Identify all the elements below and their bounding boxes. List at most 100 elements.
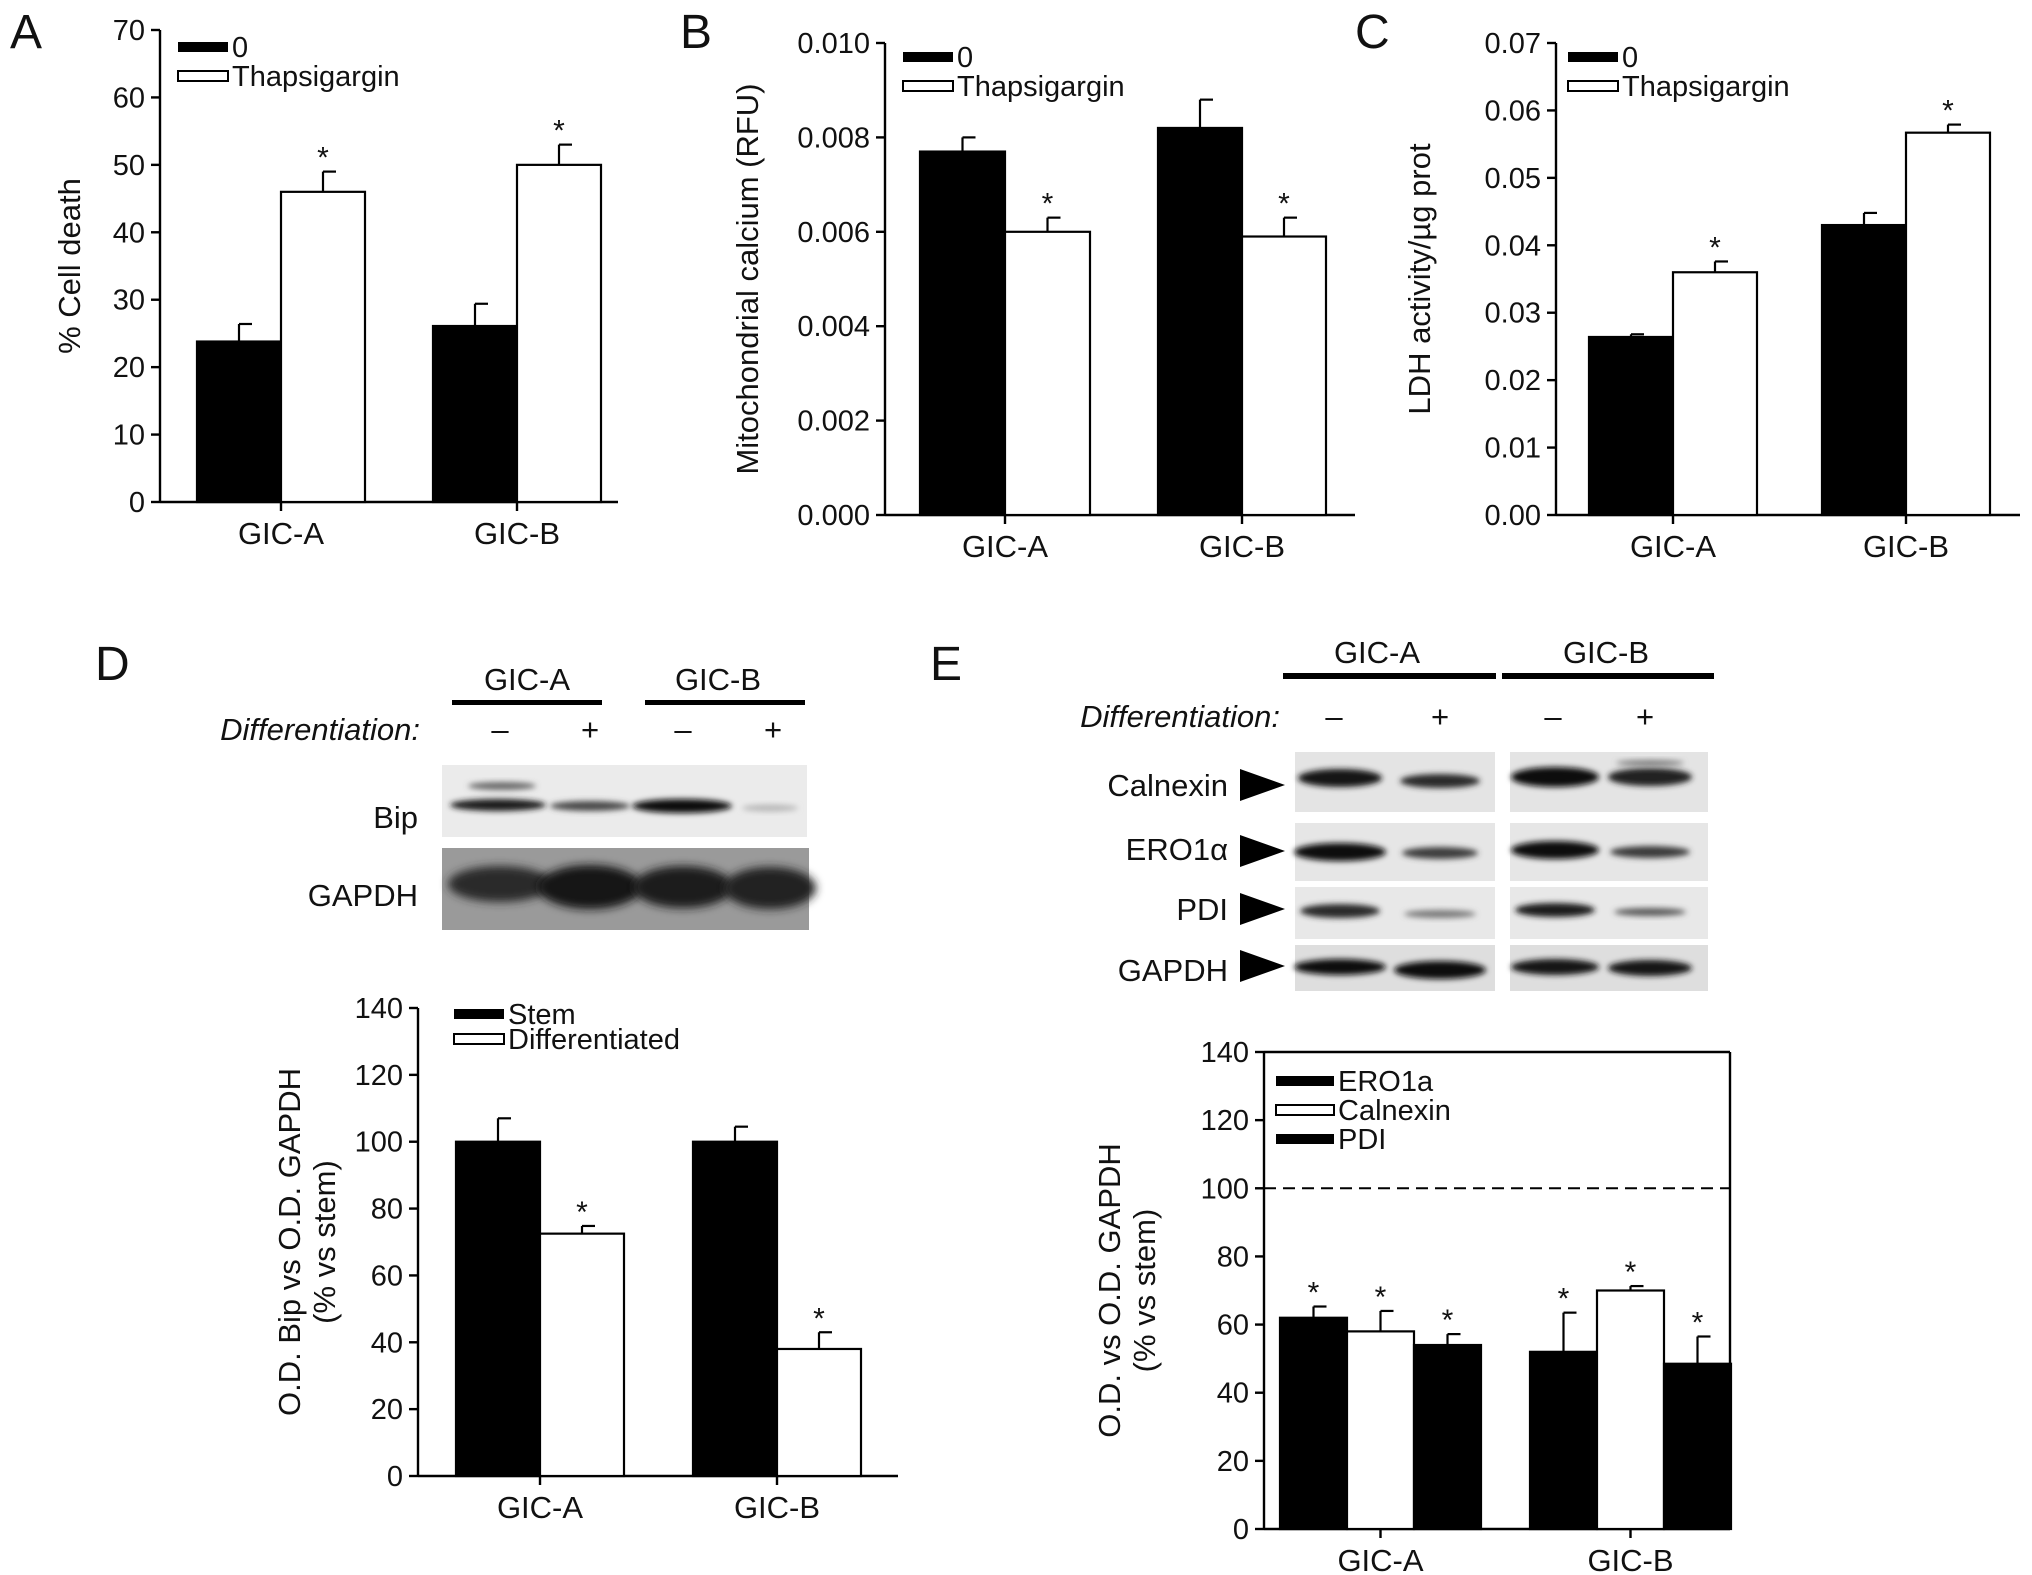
blot-e-band-label-pdi: PDI <box>1176 892 1228 927</box>
bar <box>691 1140 779 1478</box>
blot-e: GIC-A GIC-B Differentiation: – + – + Cal… <box>1080 635 1714 991</box>
x-category-label: GIC-B <box>1587 1543 1673 1575</box>
legend-swatch <box>1276 1134 1334 1144</box>
y-tick-label: 140 <box>355 993 403 1025</box>
bar <box>1003 230 1092 517</box>
blot-d-gapdh-strip <box>442 848 816 930</box>
blot-e-group-bar <box>1283 673 1496 679</box>
y-tick-label: 0.05 <box>1485 163 1541 195</box>
bar <box>538 1232 626 1478</box>
bar <box>279 190 367 504</box>
y-tick-label: 140 <box>1201 1037 1249 1069</box>
bar <box>1156 126 1244 517</box>
y-tick-label: 0.02 <box>1485 365 1541 397</box>
x-category-label: GIC-A <box>1630 529 1716 564</box>
significance-star: * <box>1942 95 1954 128</box>
legend-swatch <box>177 70 229 82</box>
legend-label: 0 <box>232 32 248 64</box>
chart-d: 0 20 40 60 80 100 120 140 * GIC-A * GIC-B O.D. Bip v… <box>272 993 898 1525</box>
blot-d-sign: – <box>491 712 509 747</box>
bar <box>1412 1343 1483 1531</box>
blot-d-group-label: GIC-A <box>484 662 570 697</box>
legend-label: Stem <box>508 999 576 1031</box>
panel-letter-d: D <box>95 638 130 691</box>
chart-b: 0.000 0.002 0.004 0.006 0.008 0.010 * GIC-A * GIC… <box>730 28 1355 564</box>
bar <box>1587 335 1675 517</box>
bar <box>1240 235 1328 517</box>
blot-d-group-label: GIC-B <box>675 662 761 697</box>
legend-label: Thapsigargin <box>232 61 400 93</box>
y-tick-label: 0.004 <box>797 311 870 343</box>
x-category-label: GIC-A <box>962 529 1048 564</box>
x-category-label: GIC-A <box>1337 1543 1423 1575</box>
bar <box>1278 1316 1349 1531</box>
significance-star: * <box>576 1196 588 1229</box>
blot-e-group-label: GIC-A <box>1334 635 1420 670</box>
bar <box>1671 271 1759 517</box>
bar <box>918 150 1007 517</box>
panel-letter-a: A <box>10 6 42 59</box>
y-tick-label: 60 <box>371 1260 403 1292</box>
legend-label: Thapsigargin <box>1622 71 1790 103</box>
y-tick-label: 40 <box>371 1327 403 1359</box>
y-axis-label: O.D. vs O.D. GAPDH <box>1092 1143 1127 1438</box>
y-tick-label: 0.000 <box>797 500 870 532</box>
blot-e-band-label-ero1a: ERO1α <box>1126 832 1228 867</box>
legend-label: 0 <box>957 42 973 74</box>
blot-d-differentiation-label: Differentiation: <box>220 712 420 747</box>
blot-d-sign: – <box>674 712 692 747</box>
legend-label: Thapsigargin <box>957 71 1125 103</box>
panel-letter-e: E <box>930 638 962 691</box>
bar <box>1345 1330 1416 1531</box>
y-tick-label: 20 <box>371 1394 403 1426</box>
legend-swatch <box>454 1009 504 1019</box>
y-tick-label: 0.06 <box>1485 95 1541 127</box>
y-tick-label: 0.01 <box>1485 433 1541 465</box>
y-tick-label: 10 <box>113 420 145 452</box>
bar <box>1595 1289 1666 1531</box>
blot-e-sign: – <box>1544 699 1562 734</box>
y-tick-label: 120 <box>355 1060 403 1092</box>
blot-e-group-bar <box>1502 673 1714 679</box>
y-tick-label: 0.006 <box>797 217 870 249</box>
y-axis-label: O.D. Bip vs O.D. GAPDH <box>272 1068 307 1416</box>
panel-letter-b: B <box>680 6 712 59</box>
blot-d-band-label-bip: Bip <box>373 800 418 835</box>
legend-swatch <box>903 52 953 62</box>
significance-star: * <box>1278 188 1290 221</box>
y-tick-label: 30 <box>113 285 145 317</box>
panel-letter-c: C <box>1355 6 1390 59</box>
x-category-label: GIC-B <box>1199 529 1285 564</box>
legend-label: Calnexin <box>1338 1095 1451 1127</box>
y-tick-label: 20 <box>1217 1446 1249 1478</box>
bar <box>775 1347 863 1478</box>
y-tick-label: 0.002 <box>797 406 870 438</box>
blot-e-ero1a-strip <box>1294 823 1708 881</box>
y-tick-label: 0.07 <box>1485 28 1541 60</box>
blot-d: GIC-A GIC-B Differentiation: – + – + Bip… <box>220 662 816 930</box>
x-category-label: GIC-B <box>734 1490 820 1525</box>
legend-label: 0 <box>1622 42 1638 74</box>
legend-label: PDI <box>1338 1124 1386 1156</box>
blot-e-differentiation-label: Differentiation: <box>1080 699 1280 734</box>
y-axis-label: (% vs stem) <box>1127 1209 1162 1373</box>
significance-star: * <box>1709 231 1721 264</box>
blot-e-sign: + <box>1431 699 1449 734</box>
legend-swatch <box>902 80 954 92</box>
y-tick-label: 80 <box>1217 1241 1249 1273</box>
chart-a: 0 10 20 30 40 50 60 70 * GIC-A * GIC-B % Cell death 0… <box>52 15 618 551</box>
significance-star: * <box>1442 1304 1454 1337</box>
x-category-label: GIC-A <box>497 1490 583 1525</box>
y-tick-label: 0.03 <box>1485 298 1541 330</box>
blot-d-sign: + <box>764 712 782 747</box>
blot-d-band-label-gapdh: GAPDH <box>308 878 418 913</box>
blot-d-group-bar <box>645 700 805 705</box>
significance-star: * <box>1308 1277 1320 1310</box>
bar <box>1820 223 1908 517</box>
bar <box>195 340 283 504</box>
y-tick-label: 40 <box>1217 1378 1249 1410</box>
arrowhead-ero1a-icon <box>1240 835 1285 867</box>
blot-d-sign: + <box>581 712 599 747</box>
blot-e-band-label-calnexin: Calnexin <box>1107 768 1228 803</box>
y-axis-label: Mitochondrial calcium (RFU) <box>730 83 765 474</box>
